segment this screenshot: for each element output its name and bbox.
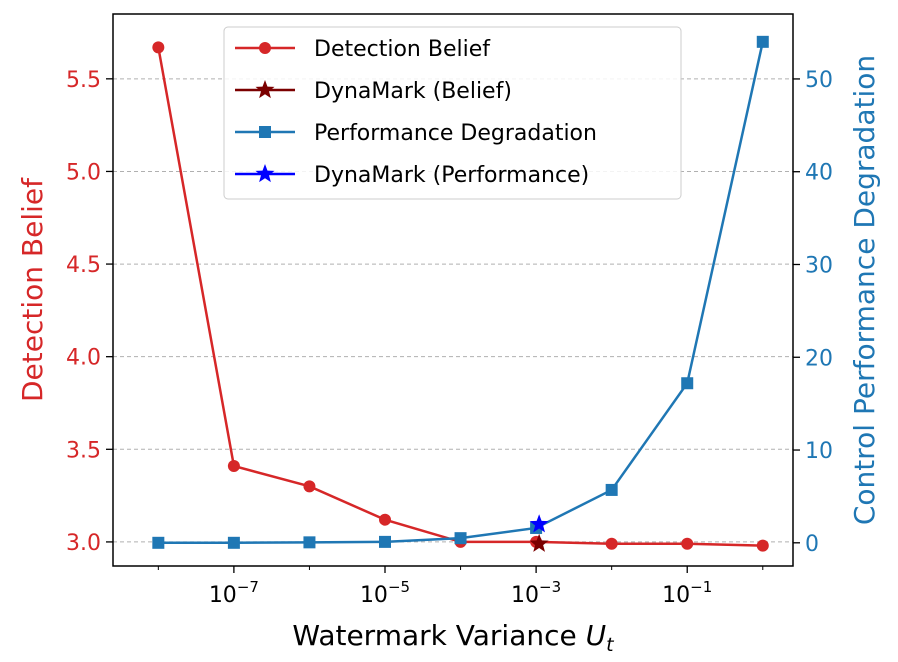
data-point [379, 535, 391, 548]
x-axis-label-text: Watermark Variance [292, 619, 585, 652]
data-point [454, 532, 467, 545]
left-y-axis-label: Detection Belief [16, 177, 49, 402]
legend-marker [259, 42, 271, 54]
right-y-tick-label: 0 [805, 532, 819, 557]
x-tick-label-base: 10 [209, 583, 237, 608]
x-tick-label-exponent: −3 [539, 578, 561, 596]
right-y-axis-label: Control Performance Degradation [848, 55, 881, 525]
x-axis-ticks: 10−7 10−5 10−3 10−1 [157, 566, 764, 608]
data-point [756, 35, 769, 48]
axes-frame [112, 13, 794, 567]
right-y-tick-label: 40 [805, 161, 833, 186]
data-point [227, 536, 240, 549]
x-tick-label-base: 10 [511, 583, 539, 608]
data-point [605, 537, 618, 550]
legend: Detection Belief DynaMark (Belief) Perform… [223, 26, 682, 200]
right-y-tick-label: 10 [805, 439, 833, 464]
data-point [605, 483, 618, 496]
data-point [681, 537, 694, 550]
right-y-tick-label: 20 [805, 346, 833, 371]
right-y-tick-label: 30 [805, 253, 833, 278]
legend-marker [255, 80, 275, 99]
left-y-tick-label: 5.0 [66, 160, 101, 185]
x-tick-label-exponent: −1 [690, 578, 712, 596]
data-point [379, 513, 391, 526]
right-y-tick-label: 50 [805, 68, 833, 93]
legend-marker [255, 164, 275, 183]
legend-label: Detection Belief [314, 37, 491, 62]
x-axis-label-subscript: t [606, 634, 615, 656]
left-y-tick-label: 3.5 [66, 438, 101, 463]
x-axis-label: Watermark Variance Ut [292, 619, 615, 656]
x-tick-label-exponent: −5 [388, 578, 410, 596]
data-point [152, 536, 165, 549]
left-y-tick-label: 3.0 [66, 531, 101, 556]
data-point [756, 539, 769, 552]
left-y-tick-label: 4.0 [66, 346, 101, 371]
left-y-tick-label: 4.5 [66, 253, 101, 278]
data-point [303, 536, 316, 549]
x-axis-label-symbol: U [586, 619, 607, 652]
x-tick-label: 10−3 [511, 578, 561, 608]
x-tick-label-exponent: −7 [237, 578, 259, 596]
legend-box [223, 26, 682, 200]
right-y-axis-ticks: 0 10 20 30 40 50 [793, 68, 833, 557]
plot-area [152, 35, 769, 552]
data-point [303, 480, 316, 493]
legend-label: Performance Degradation [314, 121, 597, 146]
data-point [681, 377, 694, 390]
x-tick-label: 10−1 [662, 578, 712, 608]
left-y-tick-label: 5.5 [66, 68, 101, 93]
x-tick-label-base: 10 [662, 583, 690, 608]
legend-label: DynaMark (Belief) [314, 79, 512, 104]
data-point [152, 41, 165, 54]
dynamark-point [529, 533, 549, 552]
x-tick-label: 10−5 [360, 578, 410, 608]
dynamark-point [529, 514, 549, 533]
legend-marker [259, 126, 271, 138]
legend-label: DynaMark (Performance) [314, 163, 589, 188]
left-y-axis-ticks: 3.0 3.5 4.0 4.5 5.0 5.5 [66, 68, 113, 556]
x-tick-label: 10−7 [209, 578, 259, 608]
x-tick-label-base: 10 [360, 583, 388, 608]
data-point [227, 459, 240, 472]
